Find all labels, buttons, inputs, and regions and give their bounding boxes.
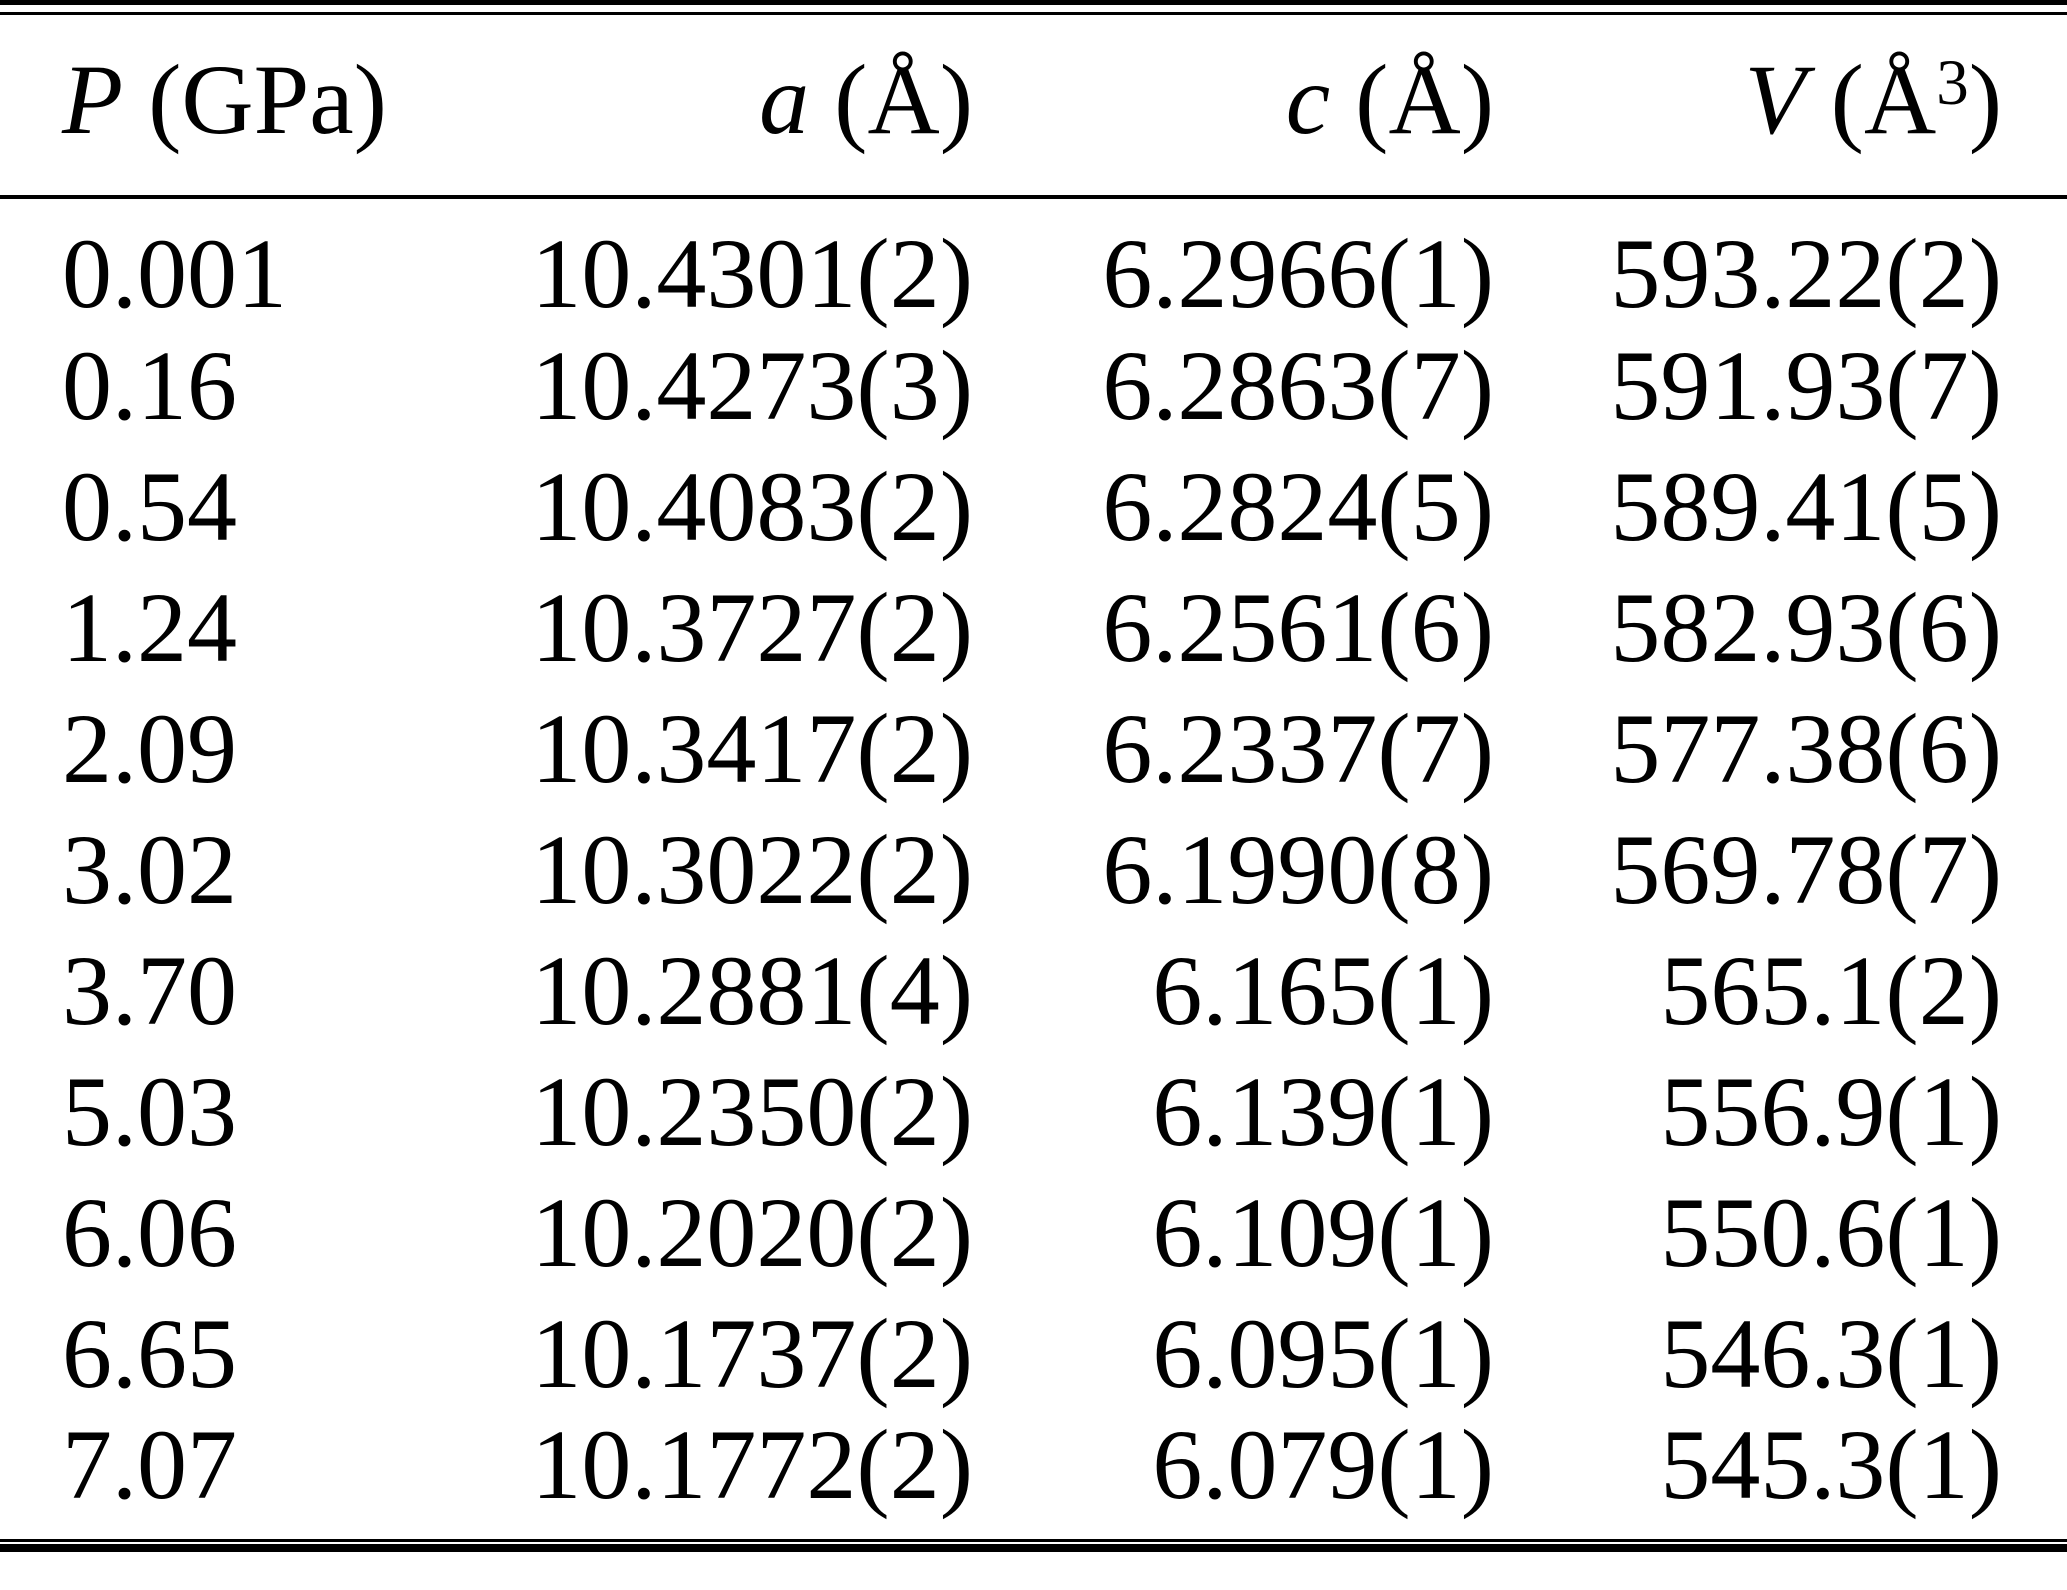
top-rule-thick xyxy=(0,0,2067,5)
cell-a: 10.2881(4) xyxy=(531,934,973,1046)
table-row: 1.24 10.3727(2) 6.2561(6) 582.93(6) xyxy=(0,567,2067,688)
header-row: P (GPa) a (Å) c (Å) V (Å3) xyxy=(0,15,2067,199)
cell-volume: 589.41(5) xyxy=(1610,450,2002,562)
volume-unit: Å xyxy=(1863,43,1937,155)
cell-volume: 545.3(1) xyxy=(1660,1409,2002,1520)
cell-c: 6.109(1) xyxy=(1152,1176,1494,1288)
cell-a: 10.1772(2) xyxy=(531,1409,973,1520)
cell-pressure: 0.54 xyxy=(62,450,237,562)
cell-c: 6.139(1) xyxy=(1152,1055,1494,1167)
cell-pressure: 0.16 xyxy=(62,329,237,441)
pressure-symbol: P xyxy=(62,43,124,155)
close-paren: ) xyxy=(1460,43,1494,155)
cell-volume: 550.6(1) xyxy=(1660,1176,2002,1288)
table-row: 3.70 10.2881(4) 6.165(1) 565.1(2) xyxy=(0,930,2067,1051)
cell-a: 10.4083(2) xyxy=(531,450,973,562)
cell-a: 10.3022(2) xyxy=(531,813,973,925)
pressure-unit: GPa xyxy=(181,43,354,155)
cell-pressure: 1.24 xyxy=(62,571,237,683)
table-row: 5.03 10.2350(2) 6.139(1) 556.9(1) xyxy=(0,1051,2067,1172)
cell-pressure: 6.06 xyxy=(62,1176,237,1288)
cell-c: 6.165(1) xyxy=(1152,934,1494,1046)
cell-pressure: 0.001 xyxy=(62,218,287,329)
cell-pressure: 3.02 xyxy=(62,813,237,925)
cell-c: 6.2824(5) xyxy=(1102,450,1494,562)
table-row: 0.16 10.4273(3) 6.2863(7) 591.93(7) xyxy=(0,325,2067,446)
column-header-pressure: P (GPa) xyxy=(0,15,400,199)
open-paren: ( xyxy=(123,43,182,155)
table-row: 0.54 10.4083(2) 6.2824(5) 589.41(5) xyxy=(0,446,2067,567)
table-header: P (GPa) a (Å) c (Å) V (Å3) xyxy=(0,15,2067,199)
column-header-volume: V (Å3) xyxy=(1500,15,2067,199)
cell-volume: 546.3(1) xyxy=(1660,1297,2002,1409)
volume-symbol: V xyxy=(1744,43,1806,155)
table-row: 0.001 10.4301(2) 6.2966(1) 593.22(2) xyxy=(0,197,2067,325)
cell-volume: 577.38(6) xyxy=(1610,692,2002,804)
open-paren: ( xyxy=(809,43,868,155)
cell-c: 6.095(1) xyxy=(1152,1297,1494,1409)
table-row: 3.02 10.3022(2) 6.1990(8) 569.78(7) xyxy=(0,809,2067,930)
cell-pressure: 7.07 xyxy=(62,1409,237,1520)
cell-c: 6.2561(6) xyxy=(1102,571,1494,683)
close-paren: ) xyxy=(1968,43,2002,155)
column-header-a: a (Å) xyxy=(400,15,980,199)
cell-c: 6.2337(7) xyxy=(1102,692,1494,804)
cell-volume: 569.78(7) xyxy=(1610,813,2002,925)
cell-pressure: 3.70 xyxy=(62,934,237,1046)
cell-a: 10.3727(2) xyxy=(531,571,973,683)
cell-volume: 593.22(2) xyxy=(1610,218,2002,329)
close-paren: ) xyxy=(939,43,973,155)
cell-a: 10.1737(2) xyxy=(531,1297,973,1409)
cell-volume: 591.93(7) xyxy=(1610,329,2002,441)
cell-pressure: 2.09 xyxy=(62,692,237,804)
open-paren: ( xyxy=(1330,43,1389,155)
close-paren: ) xyxy=(353,43,387,155)
cell-volume: 582.93(6) xyxy=(1610,571,2002,683)
cell-c: 6.079(1) xyxy=(1152,1409,1494,1520)
cell-volume: 565.1(2) xyxy=(1660,934,2002,1046)
cell-a: 10.4301(2) xyxy=(531,218,973,329)
a-unit: Å xyxy=(867,43,940,155)
cell-pressure: 5.03 xyxy=(62,1055,237,1167)
table-body: 0.001 10.4301(2) 6.2966(1) 593.22(2) 0.1… xyxy=(0,197,2067,1539)
lattice-parameters-table: P (GPa) a (Å) c (Å) V (Å3) 0.001 10.4301… xyxy=(0,15,2067,1539)
table-row: 6.65 10.1737(2) 6.095(1) 546.3(1) xyxy=(0,1293,2067,1414)
c-symbol: c xyxy=(1285,43,1331,155)
cell-a: 10.4273(3) xyxy=(531,329,973,441)
table-row: 6.06 10.2020(2) 6.109(1) 550.6(1) xyxy=(0,1172,2067,1293)
cell-c: 6.2863(7) xyxy=(1102,329,1494,441)
cell-pressure: 6.65 xyxy=(62,1297,237,1409)
bottom-rule-thick xyxy=(0,1544,2067,1552)
c-unit: Å xyxy=(1388,43,1461,155)
column-header-c: c (Å) xyxy=(980,15,1500,199)
cell-a: 10.3417(2) xyxy=(531,692,973,804)
cell-c: 6.2966(1) xyxy=(1102,218,1494,329)
table-row: 2.09 10.3417(2) 6.2337(7) 577.38(6) xyxy=(0,688,2067,809)
cell-a: 10.2350(2) xyxy=(531,1055,973,1167)
unit-superscript: 3 xyxy=(1936,46,1969,119)
open-paren: ( xyxy=(1805,43,1864,155)
a-symbol: a xyxy=(759,43,810,155)
top-rule-thin xyxy=(0,12,2067,15)
cell-c: 6.1990(8) xyxy=(1102,813,1494,925)
cell-a: 10.2020(2) xyxy=(531,1176,973,1288)
bottom-rule-thin xyxy=(0,1539,2067,1542)
table-row: 7.07 10.1772(2) 6.079(1) 545.3(1) xyxy=(0,1414,2067,1539)
cell-volume: 556.9(1) xyxy=(1660,1055,2002,1167)
